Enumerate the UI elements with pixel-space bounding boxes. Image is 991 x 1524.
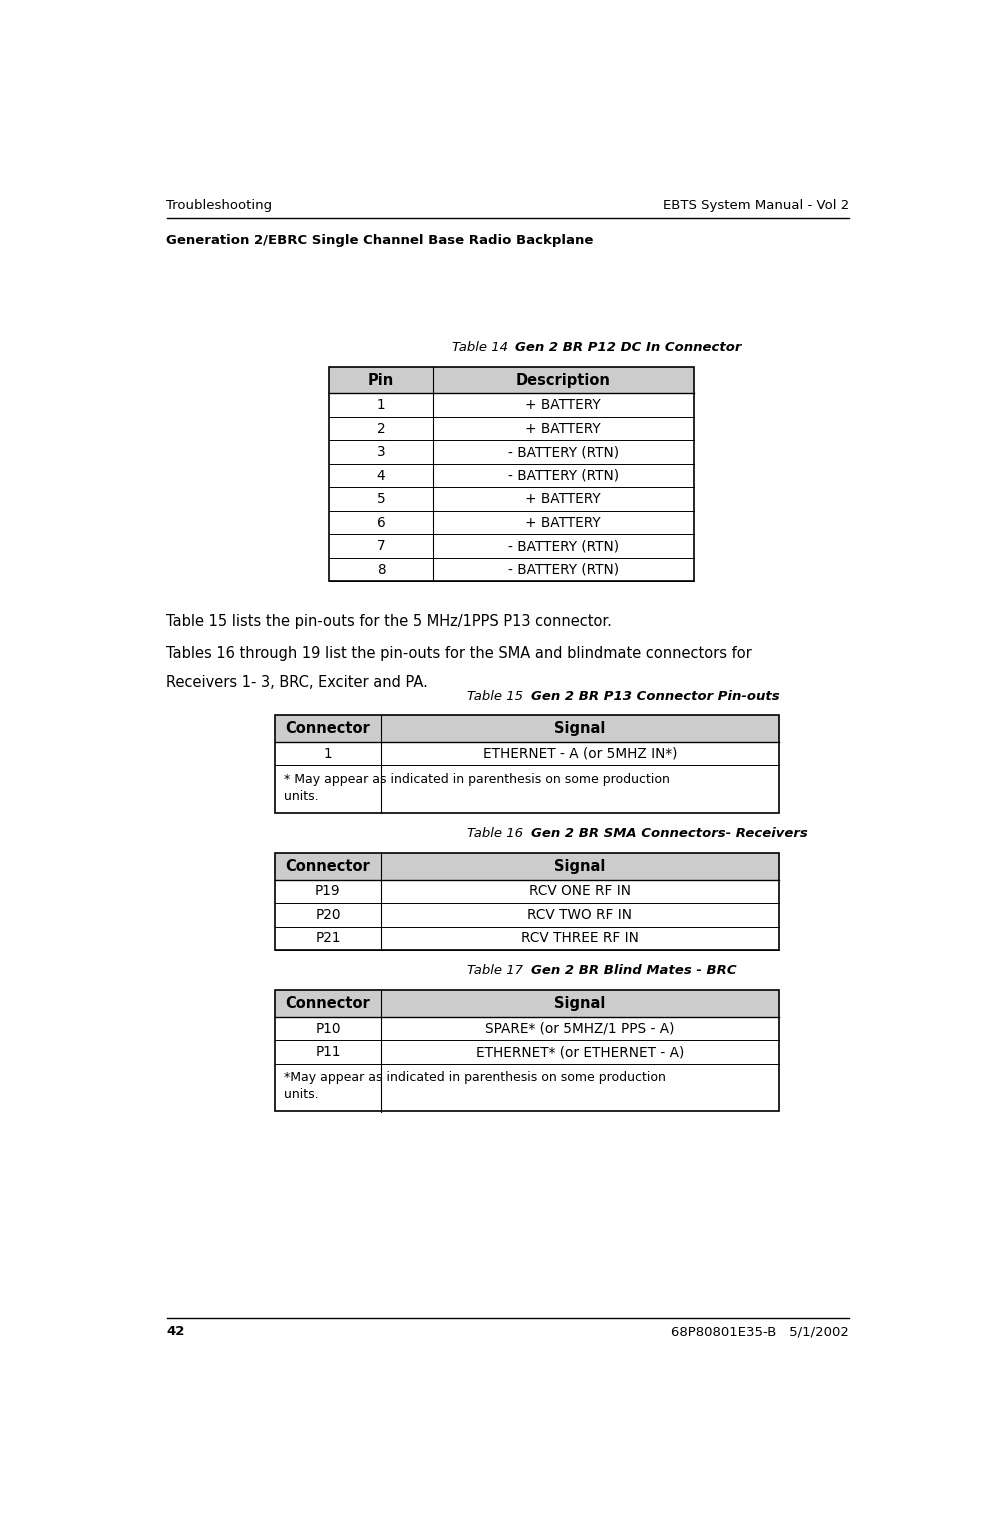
Text: EBTS System Manual - Vol 2: EBTS System Manual - Vol 2 [663, 200, 849, 212]
Text: 7: 7 [377, 539, 385, 553]
Text: Signal: Signal [554, 721, 606, 736]
Text: P10: P10 [315, 1021, 341, 1035]
Text: Signal: Signal [554, 860, 606, 873]
Text: Troubleshooting: Troubleshooting [166, 200, 273, 212]
Bar [275, 742, 779, 765]
Text: Table 17: Table 17 [467, 965, 523, 977]
Text: Connector: Connector [285, 997, 371, 1010]
Text: *May appear as indicated in parenthesis on some production
units.: *May appear as indicated in parenthesis … [284, 1071, 666, 1102]
Text: SPARE* (or 5MHZ/1 PPS - A): SPARE* (or 5MHZ/1 PPS - A) [485, 1021, 675, 1035]
Text: 42: 42 [166, 1326, 185, 1338]
Bar [275, 991, 779, 1111]
Text: Receivers 1- 3, BRC, Exciter and PA.: Receivers 1- 3, BRC, Exciter and PA. [166, 675, 428, 690]
Bar [275, 715, 381, 742]
Text: P20: P20 [315, 908, 341, 922]
Bar [329, 535, 694, 558]
Bar [275, 991, 381, 1017]
Text: Connector: Connector [285, 721, 371, 736]
Text: Table 14: Table 14 [452, 341, 507, 354]
Text: Gen 2 BR P13 Connector Pin-outs: Gen 2 BR P13 Connector Pin-outs [531, 689, 779, 703]
Text: Gen 2 BR SMA Connectors- Receivers: Gen 2 BR SMA Connectors- Receivers [531, 828, 808, 840]
Text: Table 15 lists the pin-outs for the 5 MHz/1PPS P13 connector.: Table 15 lists the pin-outs for the 5 MH… [166, 614, 612, 629]
Bar [275, 1064, 779, 1111]
Text: + BATTERY: + BATTERY [525, 398, 602, 411]
Text: - BATTERY (RTN): - BATTERY (RTN) [507, 562, 618, 576]
Bar [381, 853, 779, 879]
Text: RCV ONE RF IN: RCV ONE RF IN [529, 884, 630, 899]
Text: Gen 2 BR Blind Mates - BRC: Gen 2 BR Blind Mates - BRC [531, 965, 736, 977]
Bar [329, 558, 694, 581]
Text: Tables 16 through 19 list the pin-outs for the SMA and blindmate connectors for: Tables 16 through 19 list the pin-outs f… [166, 646, 752, 661]
Bar [275, 765, 779, 814]
Text: 3: 3 [377, 445, 385, 459]
Text: 5: 5 [377, 492, 385, 506]
Bar [329, 393, 694, 418]
Text: P11: P11 [315, 1045, 341, 1059]
Bar [329, 367, 433, 393]
Text: Description: Description [516, 373, 610, 387]
Text: 68P80801E35-B   5/1/2002: 68P80801E35-B 5/1/2002 [671, 1326, 849, 1338]
Text: ETHERNET* (or ETHERNET - A): ETHERNET* (or ETHERNET - A) [476, 1045, 684, 1059]
Text: 6: 6 [377, 515, 385, 530]
Text: Signal: Signal [554, 997, 606, 1010]
Text: 2: 2 [377, 422, 385, 436]
Bar [275, 1041, 779, 1064]
Text: Gen 2 BR P12 DC In Connector: Gen 2 BR P12 DC In Connector [515, 341, 741, 354]
Text: Connector: Connector [285, 860, 371, 873]
Bar [433, 367, 694, 393]
Bar [329, 440, 694, 463]
Text: + BATTERY: + BATTERY [525, 492, 602, 506]
Bar [275, 853, 381, 879]
Bar [329, 488, 694, 511]
Text: - BATTERY (RTN): - BATTERY (RTN) [507, 445, 618, 459]
Text: P21: P21 [315, 931, 341, 945]
Bar [275, 853, 779, 949]
Bar [275, 879, 779, 904]
Bar [329, 367, 694, 581]
Text: * May appear as indicated in parenthesis on some production
units.: * May appear as indicated in parenthesis… [284, 773, 670, 803]
Text: Pin: Pin [368, 373, 394, 387]
Text: Generation 2/EBRC Single Channel Base Radio Backplane: Generation 2/EBRC Single Channel Base Ra… [166, 235, 594, 247]
Text: 1: 1 [324, 747, 332, 760]
Text: 4: 4 [377, 469, 385, 483]
Text: Table 16: Table 16 [467, 828, 523, 840]
Text: + BATTERY: + BATTERY [525, 515, 602, 530]
Bar [275, 1017, 779, 1041]
Text: + BATTERY: + BATTERY [525, 422, 602, 436]
Bar [275, 715, 779, 814]
Bar [329, 418, 694, 440]
Bar [275, 927, 779, 949]
Bar [381, 715, 779, 742]
Bar [381, 991, 779, 1017]
Bar [329, 463, 694, 488]
Text: - BATTERY (RTN): - BATTERY (RTN) [507, 469, 618, 483]
Text: RCV TWO RF IN: RCV TWO RF IN [527, 908, 632, 922]
Text: Table 15: Table 15 [467, 689, 523, 703]
Text: P19: P19 [315, 884, 341, 899]
Text: ETHERNET - A (or 5MHZ IN*): ETHERNET - A (or 5MHZ IN*) [483, 747, 677, 760]
Text: 8: 8 [377, 562, 385, 576]
Text: RCV THREE RF IN: RCV THREE RF IN [521, 931, 639, 945]
Bar [275, 904, 779, 927]
Text: 1: 1 [377, 398, 385, 411]
Text: - BATTERY (RTN): - BATTERY (RTN) [507, 539, 618, 553]
Bar [329, 511, 694, 535]
